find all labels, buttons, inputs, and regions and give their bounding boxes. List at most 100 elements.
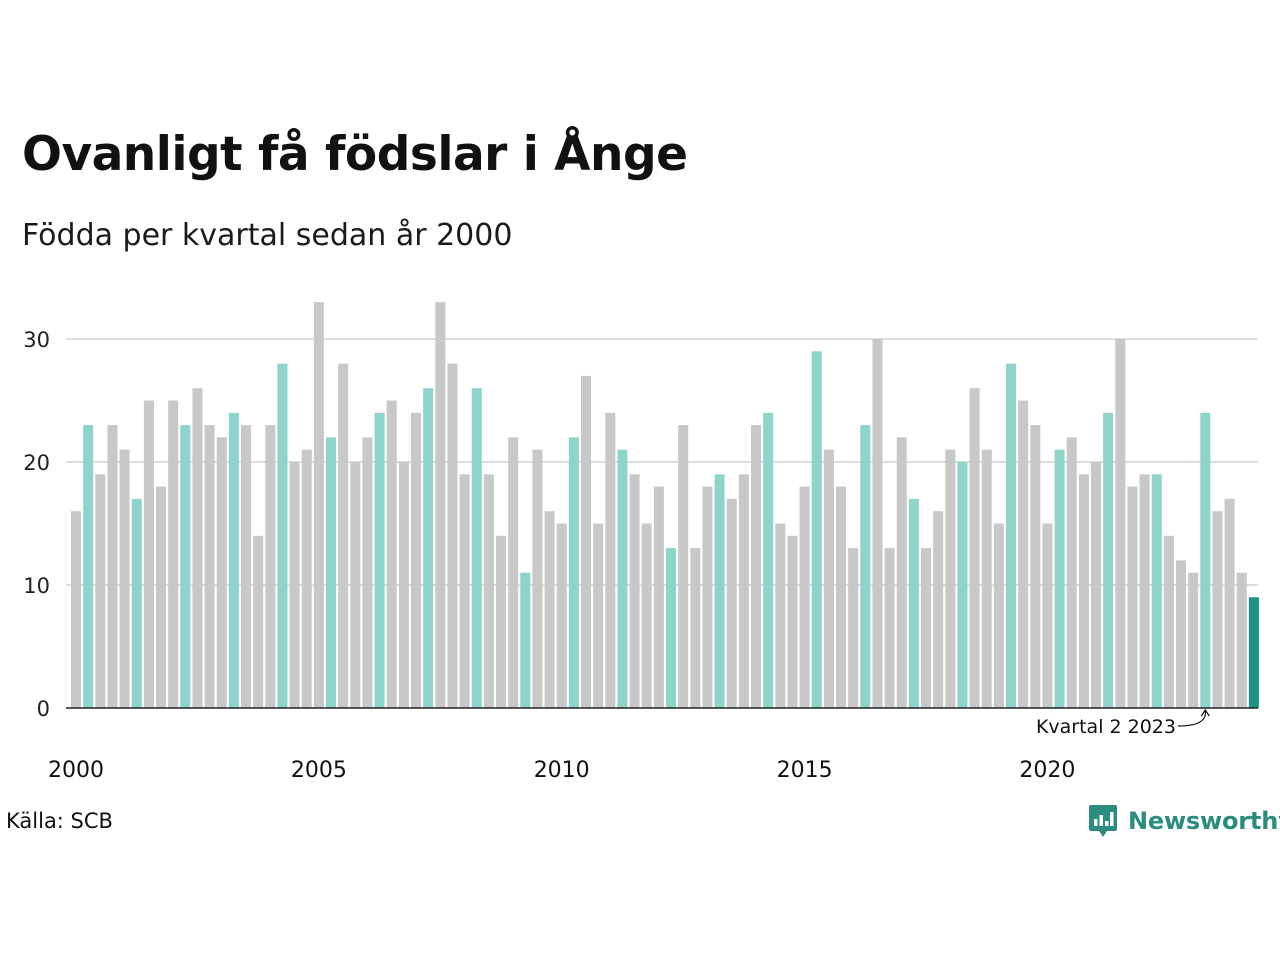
bar [326, 437, 337, 708]
bar [386, 400, 397, 708]
bar [1139, 474, 1150, 708]
bar [156, 486, 167, 708]
newsworthy-logo-icon [1089, 805, 1117, 837]
bar [726, 498, 737, 708]
bar [1115, 339, 1126, 708]
bar [119, 449, 130, 708]
bar [241, 425, 252, 708]
bar [1006, 363, 1017, 708]
bar [1200, 412, 1211, 708]
bar [738, 474, 749, 708]
bar [714, 474, 725, 708]
annotation-arrow [1177, 710, 1206, 727]
bar [423, 388, 434, 708]
bar [435, 302, 446, 708]
bar [1224, 498, 1235, 708]
bar [496, 535, 507, 708]
bar [799, 486, 810, 708]
bar [483, 474, 494, 708]
bar [1236, 572, 1247, 708]
bar [1151, 474, 1162, 708]
bar [447, 363, 458, 708]
brand-name: Newsworthy [1128, 807, 1280, 835]
bar [277, 363, 288, 708]
bar [131, 498, 142, 708]
bar [568, 437, 579, 708]
bar [192, 388, 203, 708]
bar [884, 548, 895, 708]
bar [775, 523, 786, 708]
bar [313, 302, 324, 708]
bar [362, 437, 373, 708]
bar [641, 523, 652, 708]
bar [933, 511, 944, 708]
bar [1103, 412, 1114, 708]
bar-latest [1248, 597, 1259, 708]
bar [143, 400, 154, 708]
bar [71, 511, 82, 708]
bar [350, 462, 361, 708]
bar [83, 425, 94, 708]
bar [265, 425, 276, 708]
bar [374, 412, 385, 708]
y-tick-label: 20 [23, 451, 50, 475]
x-tick-label: 2005 [291, 758, 347, 783]
bar [787, 535, 798, 708]
bar [520, 572, 531, 708]
bar [581, 375, 592, 708]
bar [1042, 523, 1053, 708]
bar [811, 351, 822, 708]
bar [702, 486, 713, 708]
bar [993, 523, 1004, 708]
bar [921, 548, 932, 708]
bar [1066, 437, 1077, 708]
bar [1188, 572, 1199, 708]
bar [945, 449, 956, 708]
bar [653, 486, 664, 708]
bar [836, 486, 847, 708]
bar [848, 548, 859, 708]
bar [690, 548, 701, 708]
annotation-label: Kvartal 2 2023 [1036, 716, 1176, 738]
bar [398, 462, 409, 708]
bar [301, 449, 312, 708]
bar [168, 400, 179, 708]
bar [981, 449, 992, 708]
bar [751, 425, 762, 708]
bar [95, 474, 106, 708]
bar [216, 437, 227, 708]
bar [180, 425, 191, 708]
bar [459, 474, 470, 708]
bar [411, 412, 422, 708]
x-tick-label: 2015 [777, 758, 833, 783]
bar [1163, 535, 1174, 708]
bar [1018, 400, 1029, 708]
bar [253, 535, 264, 708]
y-tick-label: 10 [23, 574, 50, 598]
bar [107, 425, 118, 708]
bar [617, 449, 628, 708]
bar [1212, 511, 1223, 708]
x-tick-label: 2010 [534, 758, 590, 783]
bar [593, 523, 604, 708]
bar [872, 339, 883, 708]
x-tick-label: 2020 [1019, 758, 1075, 783]
bar [605, 412, 616, 708]
bar [908, 498, 919, 708]
y-tick-label: 0 [37, 697, 50, 721]
bar [544, 511, 555, 708]
bar [860, 425, 871, 708]
bar [204, 425, 215, 708]
bar [969, 388, 980, 708]
bar [532, 449, 543, 708]
bar [823, 449, 834, 708]
bar [338, 363, 349, 708]
bar [228, 412, 239, 708]
bar [1078, 474, 1089, 708]
bar [1030, 425, 1041, 708]
bar [471, 388, 482, 708]
bar [1176, 560, 1187, 708]
bar [1127, 486, 1138, 708]
bar [289, 462, 300, 708]
